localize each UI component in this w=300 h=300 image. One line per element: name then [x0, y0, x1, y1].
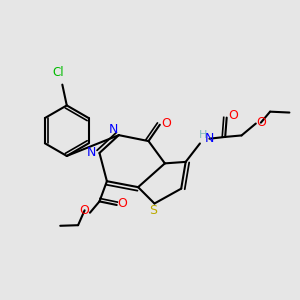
Text: O: O	[118, 197, 128, 210]
Text: Cl: Cl	[52, 66, 64, 79]
Text: O: O	[161, 117, 171, 130]
Text: N: N	[86, 146, 96, 160]
Text: N: N	[109, 123, 118, 136]
Text: S: S	[149, 204, 157, 218]
Text: N: N	[205, 132, 214, 145]
Text: H: H	[199, 130, 207, 140]
Text: O: O	[80, 204, 89, 217]
Text: O: O	[256, 116, 266, 129]
Text: O: O	[228, 109, 238, 122]
